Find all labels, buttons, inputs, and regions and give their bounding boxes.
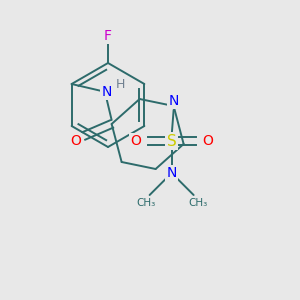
Text: N: N (168, 94, 179, 108)
Text: CH₃: CH₃ (136, 198, 155, 208)
Text: N: N (167, 166, 177, 180)
Text: O: O (130, 134, 141, 148)
Text: O: O (70, 134, 81, 148)
Text: N: N (101, 85, 112, 99)
Text: F: F (104, 29, 112, 43)
Text: H: H (116, 77, 125, 91)
Text: CH₃: CH₃ (188, 198, 207, 208)
Text: O: O (202, 134, 213, 148)
Text: S: S (167, 134, 176, 148)
